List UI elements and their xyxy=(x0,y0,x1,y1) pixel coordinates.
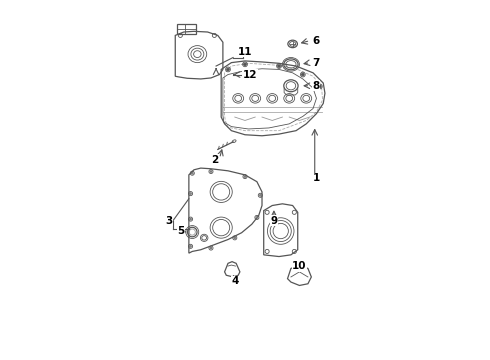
Circle shape xyxy=(259,194,261,196)
Circle shape xyxy=(318,85,321,88)
Text: 12: 12 xyxy=(243,69,257,80)
Text: 8: 8 xyxy=(312,81,319,91)
Circle shape xyxy=(256,216,258,219)
Text: 4: 4 xyxy=(231,276,239,287)
Circle shape xyxy=(227,68,229,71)
Circle shape xyxy=(190,193,192,195)
Circle shape xyxy=(234,237,236,239)
Text: 9: 9 xyxy=(270,216,277,226)
Text: 5: 5 xyxy=(177,226,185,236)
Text: 10: 10 xyxy=(292,261,307,271)
Circle shape xyxy=(190,245,192,247)
Circle shape xyxy=(210,171,212,172)
Text: 3: 3 xyxy=(165,216,172,226)
Circle shape xyxy=(190,218,192,220)
Text: 7: 7 xyxy=(312,58,319,68)
Text: 1: 1 xyxy=(313,173,320,183)
Circle shape xyxy=(278,65,280,67)
Circle shape xyxy=(210,247,212,249)
Text: 11: 11 xyxy=(238,47,252,57)
Text: 2: 2 xyxy=(212,154,219,165)
Text: 6: 6 xyxy=(312,36,319,45)
Circle shape xyxy=(244,176,246,177)
Circle shape xyxy=(244,63,246,66)
Circle shape xyxy=(191,172,193,174)
Circle shape xyxy=(301,73,304,76)
